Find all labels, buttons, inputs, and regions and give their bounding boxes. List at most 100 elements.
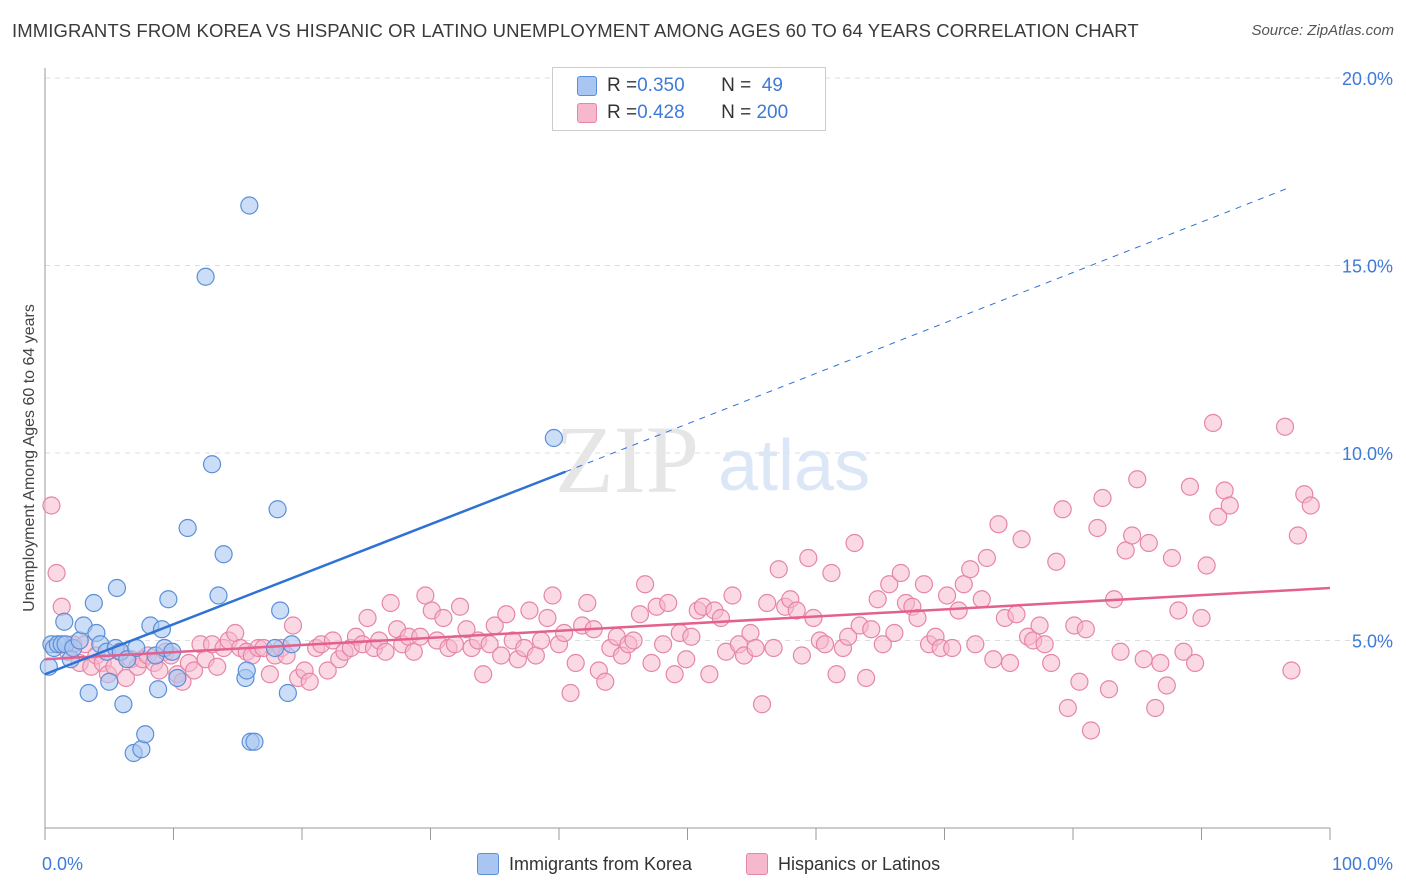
hispanic-point — [1088, 518, 1107, 538]
hispanic-point — [457, 620, 476, 639]
y-tick-label: 15.0% — [1342, 257, 1393, 277]
source-credit: Source: ZipAtlas.com — [1251, 22, 1394, 39]
hispanic-point — [1058, 698, 1077, 718]
x-tick-label-min: 0.0% — [42, 854, 83, 874]
trend-line-korea — [44, 470, 566, 676]
x-tick-label-max: 100.0% — [1332, 854, 1393, 874]
series-korea-points — [39, 196, 563, 763]
korea-point — [70, 631, 89, 650]
hispanic-point — [208, 657, 227, 676]
korea-point — [168, 668, 187, 688]
hispanic-point — [520, 601, 539, 620]
hispanic-point — [150, 661, 169, 680]
hispanic-point — [1203, 413, 1223, 433]
hispanic-point — [1157, 676, 1176, 695]
hispanic-point — [677, 650, 696, 669]
hispanic-point — [52, 597, 71, 616]
hispanic-point — [434, 608, 453, 628]
korea-point — [148, 680, 168, 699]
trend-lines — [44, 186, 1331, 676]
hispanic-point — [1209, 507, 1228, 526]
hispanic-point — [1275, 417, 1295, 436]
hispanic-point — [300, 672, 319, 691]
y-tick-label: 20.0% — [1342, 69, 1393, 89]
hispanic-point — [984, 650, 1003, 669]
legend-swatch-hispanic — [577, 103, 597, 123]
hispanic-point — [815, 635, 835, 654]
hispanic-point — [635, 575, 655, 594]
hispanic-point — [184, 661, 204, 680]
hispanic-point — [283, 616, 303, 635]
korea-point — [178, 518, 197, 538]
korea-point — [209, 586, 228, 605]
hispanic-point — [845, 533, 864, 553]
hispanic-point — [411, 627, 430, 646]
hispanic-point — [937, 586, 957, 605]
trend-line-hispanic — [44, 586, 1331, 661]
hispanic-point — [961, 560, 980, 579]
trend-line-korea-extension — [565, 186, 1292, 473]
hispanic-point — [885, 623, 904, 643]
korea-point — [271, 601, 290, 620]
hispanic-point — [596, 672, 615, 691]
hispanic-point — [752, 695, 772, 714]
legend-swatch-korea — [577, 76, 597, 96]
hispanic-point — [880, 575, 899, 594]
hispanic-point — [949, 601, 968, 620]
hispanic-point — [1035, 635, 1054, 654]
hispanic-point — [630, 605, 650, 624]
hispanic-point — [624, 631, 643, 650]
watermark-zip: ZIP — [555, 406, 699, 513]
hispanic-point — [758, 593, 777, 613]
hispanic-point — [555, 623, 574, 643]
hispanic-point — [642, 653, 661, 673]
y-tick-label: 5.0% — [1352, 632, 1393, 652]
hispanic-point — [723, 586, 742, 605]
hispanic-point — [1076, 620, 1095, 639]
hispanic-point — [376, 642, 395, 661]
legend-r-label: R = — [607, 102, 638, 123]
hispanic-point — [1134, 650, 1153, 669]
legend-r-value-korea: 0.350 — [637, 75, 685, 96]
hispanic-point — [659, 593, 678, 613]
hispanic-point — [1151, 653, 1170, 673]
hispanic-point — [1162, 548, 1182, 568]
hispanic-point — [1123, 526, 1142, 545]
hispanic-point — [492, 646, 511, 665]
hispanic-point — [1099, 680, 1119, 699]
hispanic-point — [1111, 642, 1130, 661]
hispanic-point — [764, 638, 783, 658]
legend-n-label: N = — [721, 75, 757, 96]
hispanic-point — [682, 627, 701, 646]
hispanic-point — [908, 608, 927, 628]
hispanic-point — [1012, 530, 1031, 549]
hispanic-point — [873, 635, 892, 654]
hispanic-point — [700, 665, 719, 684]
bottom-legend-swatch-korea — [477, 853, 499, 875]
korea-point — [132, 740, 151, 759]
y-tick-label: 10.0% — [1342, 444, 1393, 464]
tick-labels: 5.0% 10.0% 15.0% 20.0% 0.0% 100.0% — [42, 69, 1393, 874]
korea-point — [240, 196, 259, 215]
hispanic-point — [1282, 661, 1301, 680]
korea-point — [268, 500, 287, 519]
legend-r-value-hispanic: 0.428 — [637, 102, 685, 123]
hispanic-point — [966, 635, 985, 654]
legend-n-value-korea: 49 — [756, 75, 783, 96]
korea-point — [100, 672, 119, 691]
hispanic-point — [1174, 642, 1193, 661]
hispanic-point — [381, 593, 400, 613]
hispanic-point — [42, 496, 61, 515]
hispanic-point — [543, 586, 562, 605]
hispanic-point — [1030, 616, 1049, 635]
hispanic-point — [977, 548, 997, 568]
hispanic-point — [827, 665, 846, 684]
hispanic-point — [1081, 721, 1101, 740]
hispanic-point — [857, 668, 876, 688]
hispanic-point — [1185, 653, 1205, 673]
korea-point — [159, 590, 178, 609]
hispanic-point — [538, 608, 557, 628]
hispanic-point — [972, 590, 991, 609]
hispanic-point — [746, 638, 765, 658]
